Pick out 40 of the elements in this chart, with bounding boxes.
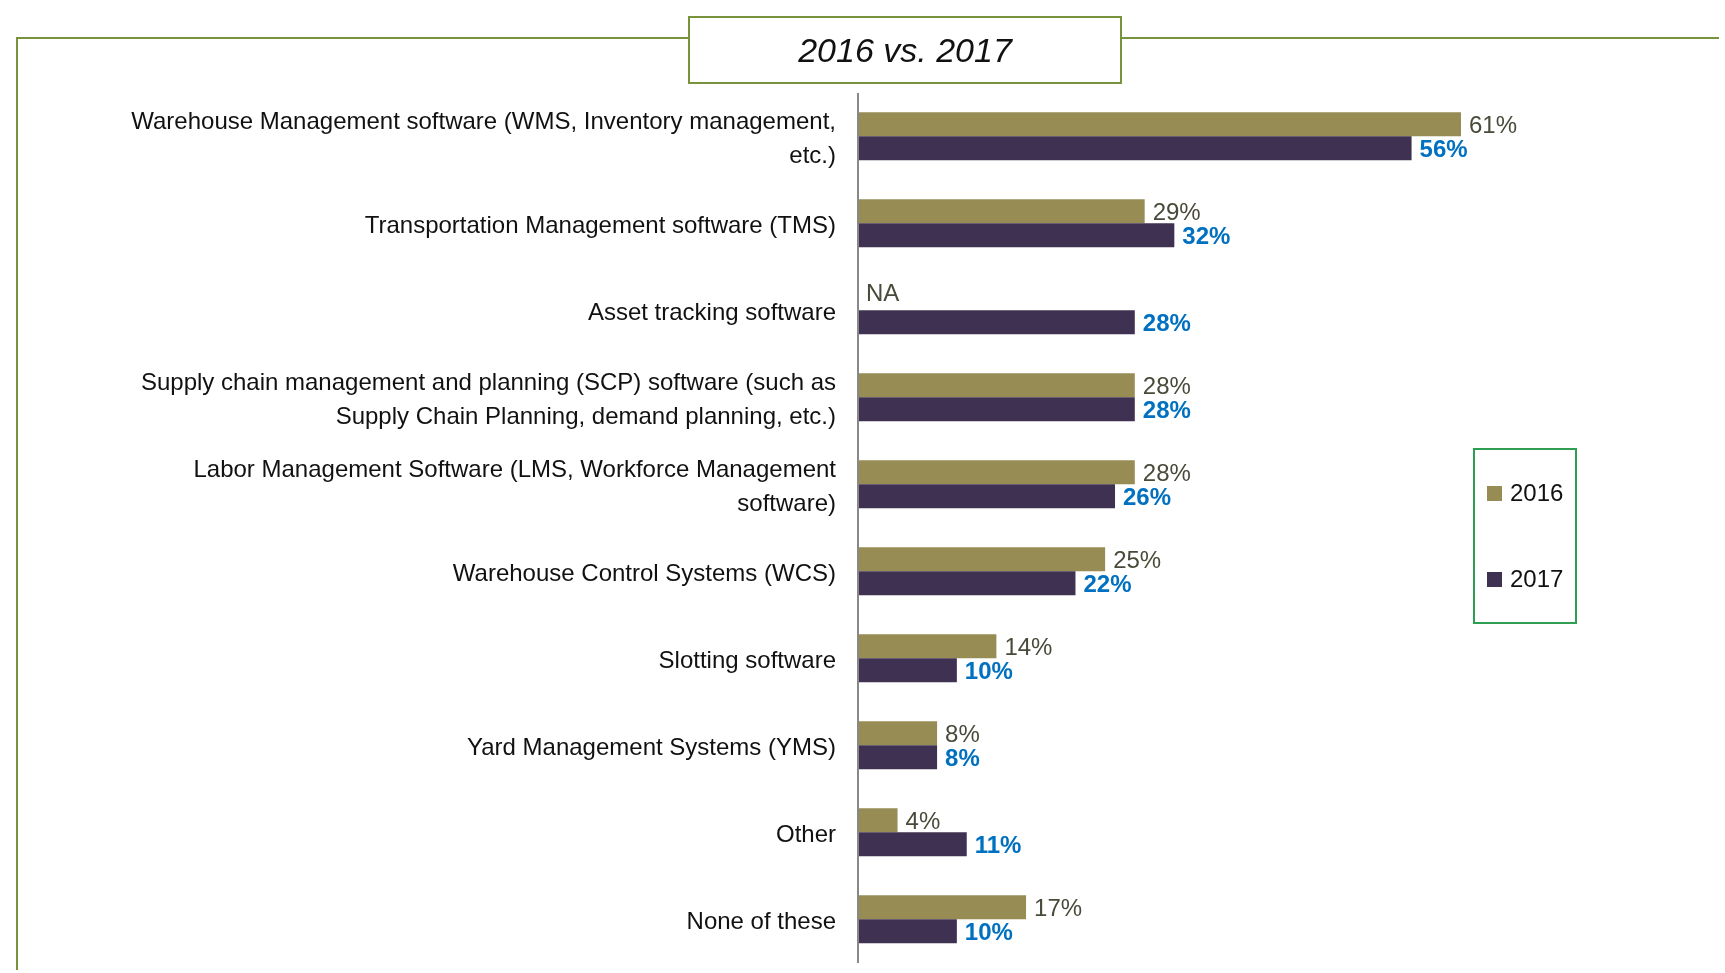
bar <box>858 721 938 746</box>
bar <box>858 310 1135 335</box>
data-label: 11% <box>974 830 1022 858</box>
data-label: 17% <box>1034 893 1083 921</box>
bar <box>858 397 1135 422</box>
y-tick-label: Other <box>775 819 836 846</box>
data-label: 61% <box>1469 110 1518 138</box>
bar <box>858 808 898 833</box>
bar <box>858 547 1106 572</box>
bar <box>858 223 1175 248</box>
bar <box>858 895 1027 920</box>
y-tick-label: Slotting software <box>658 645 836 672</box>
bar <box>858 460 1135 485</box>
bar <box>858 484 1116 509</box>
y-tick-label: Supply chain management and planning (SCP) software (such as Supply Chain Planning, demand planning, etc.) <box>140 367 836 428</box>
y-tick-label: Labor Management Software (LMS, Workforce Management software) <box>193 454 837 515</box>
bar <box>858 571 1076 596</box>
bar <box>858 136 1412 161</box>
bar <box>858 373 1135 398</box>
chart-title: 2016 vs. 2017 <box>688 16 1122 84</box>
y-tick-label: Yard Management Systems (YMS) <box>466 732 836 759</box>
y-tick-label: Transportation Management software (TMS) <box>364 210 836 237</box>
bar <box>858 745 938 770</box>
data-label: 4% <box>905 806 941 834</box>
bar <box>858 199 1145 224</box>
y-tick-label: None of these <box>686 906 836 933</box>
bar <box>858 112 1461 137</box>
y-tick-label: Warehouse Control Systems (WCS) <box>452 558 836 585</box>
y-tick-label: Warehouse Management software (WMS, Inventory management, etc.) <box>131 106 836 167</box>
bar <box>858 832 967 857</box>
data-label: 56% <box>1419 134 1468 162</box>
data-label: 10% <box>964 917 1013 945</box>
bar <box>858 634 997 659</box>
legend-label: 2017 <box>1509 565 1565 593</box>
legend-label: 2016 <box>1509 479 1565 507</box>
bar <box>858 658 957 683</box>
bar <box>858 919 957 944</box>
text: NA <box>866 278 900 306</box>
y-tick-label: Asset tracking software <box>587 297 836 324</box>
data-label: 28% <box>1142 308 1191 336</box>
